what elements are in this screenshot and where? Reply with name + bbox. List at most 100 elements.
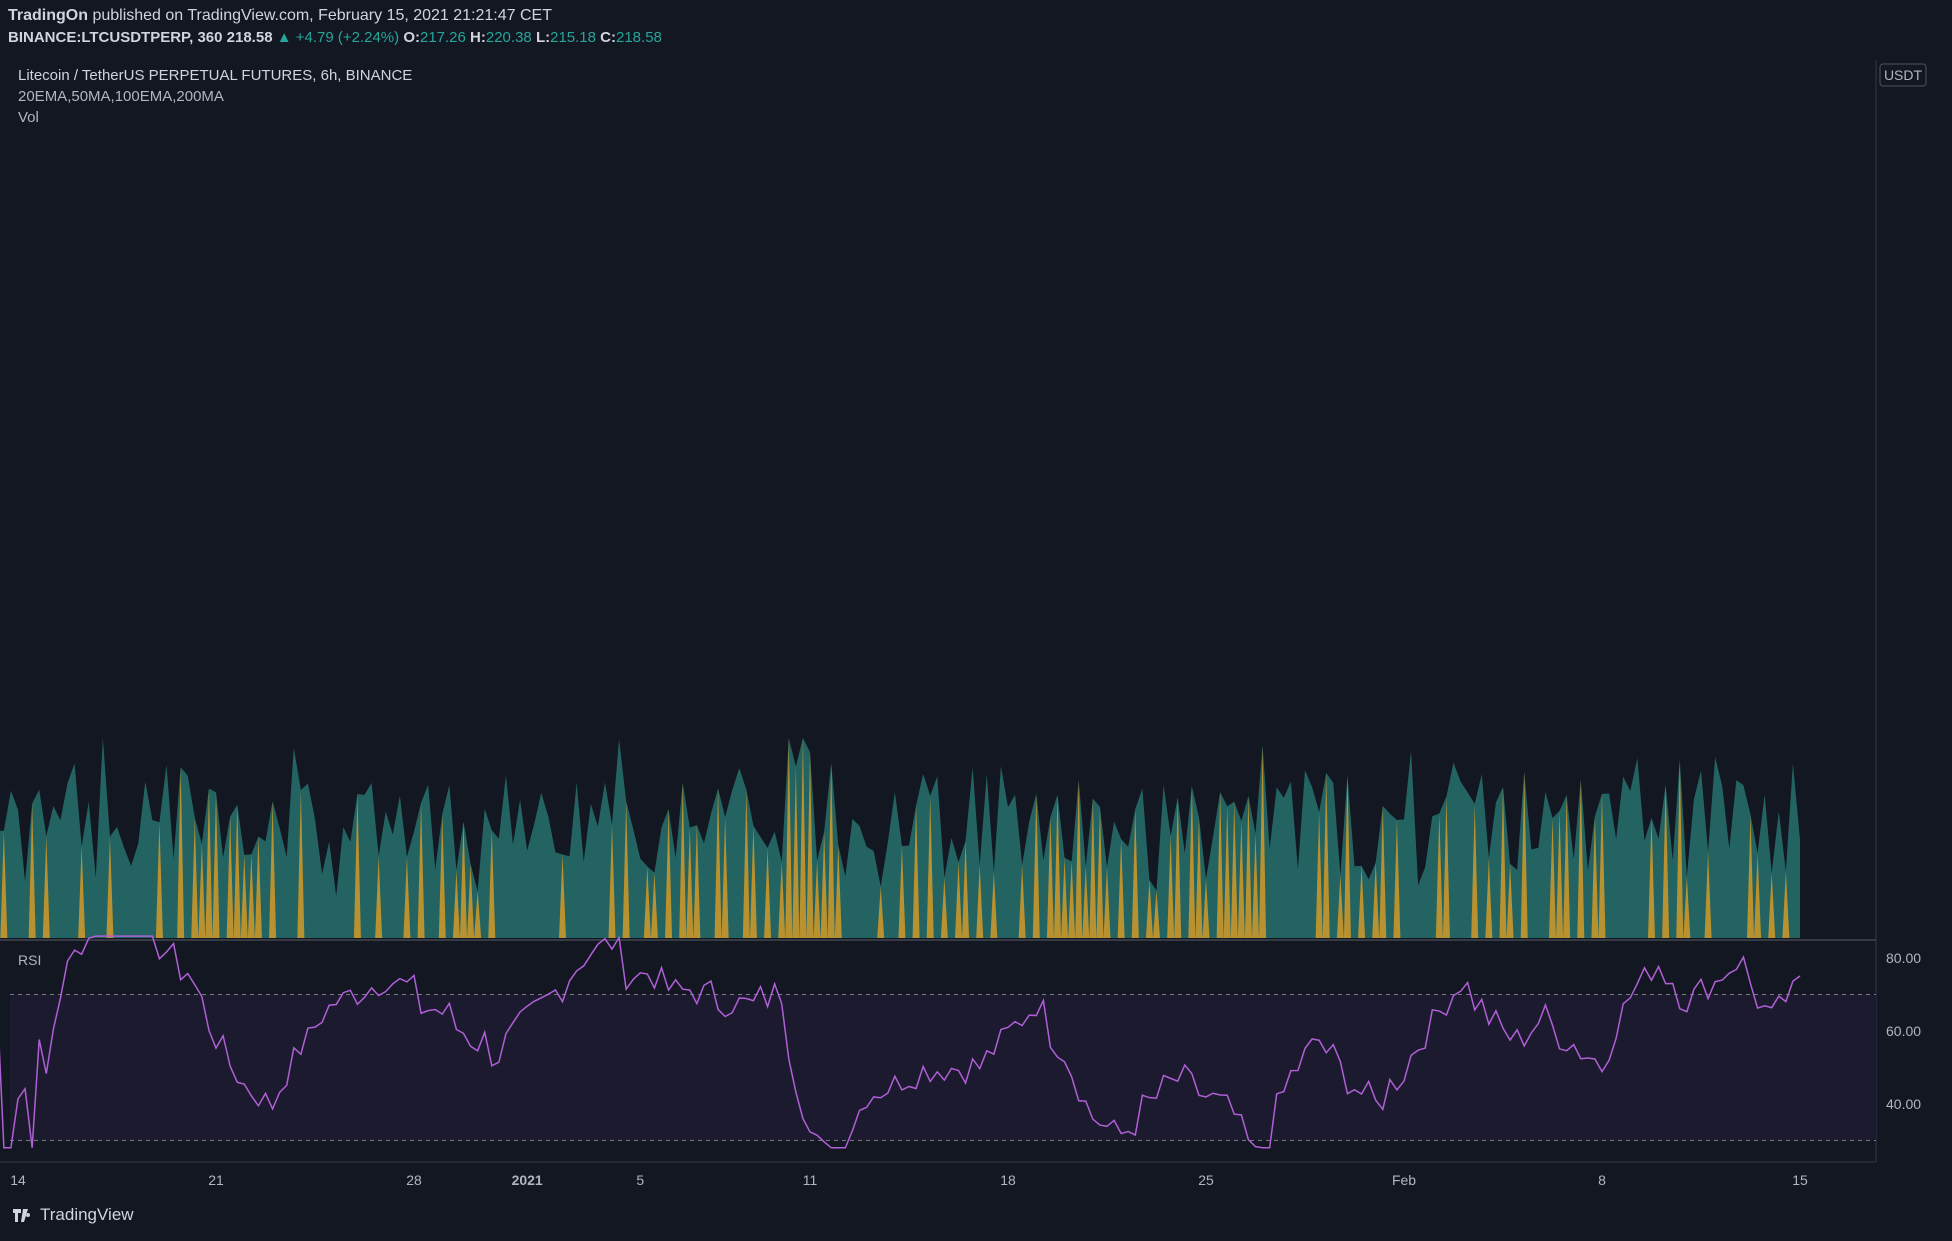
volume-bar <box>1556 810 1564 938</box>
volume-legend[interactable]: Vol <box>18 109 39 126</box>
volume-area <box>0 738 1800 938</box>
volume-bar <box>650 872 658 938</box>
volume-bar <box>474 891 482 938</box>
volume-bar <box>106 836 114 938</box>
volume-bar <box>1174 797 1182 938</box>
volume-bar <box>1018 864 1026 938</box>
rsi-legend[interactable]: RSI <box>18 952 42 968</box>
rsi-pane <box>0 935 1801 1149</box>
volume-bar <box>403 856 411 938</box>
brand-name: TradingView <box>40 1205 134 1224</box>
volume-bar <box>608 824 616 938</box>
time-axis-tick: 21 <box>208 1172 224 1188</box>
price-change: ▲ +4.79 (+2.24%) <box>276 29 400 46</box>
volume-bar <box>1145 879 1153 938</box>
volume-bar <box>1336 874 1344 938</box>
price-axis-bg <box>1876 60 1952 1162</box>
volume-bar <box>559 854 566 938</box>
publish-date: published on TradingView.com, February 1… <box>88 7 552 24</box>
volume-bar <box>254 836 262 938</box>
volume-bar <box>962 840 970 938</box>
volume-bar <box>742 789 750 938</box>
volume-bar <box>205 788 213 938</box>
volume-bar <box>1506 863 1514 938</box>
volume-bar <box>438 813 446 938</box>
rsi-band <box>10 994 1876 1141</box>
volume-bar <box>1223 806 1231 938</box>
volume-bar <box>693 825 701 938</box>
volume-bar <box>467 863 475 938</box>
volume-bar <box>806 752 814 938</box>
time-axis-tick: 15 <box>1792 1172 1808 1188</box>
volume-bar <box>1082 866 1090 938</box>
volume-bar <box>1768 872 1776 938</box>
volume-bar <box>191 817 199 938</box>
volume-bar <box>1153 890 1160 938</box>
price-chart[interactable]: ABCD 240.00200.00180.00170.00160.00148.0… <box>0 0 1952 1198</box>
volume-bar <box>375 856 383 938</box>
volume-bar <box>1103 867 1111 938</box>
volume-bar <box>820 831 828 938</box>
volume-bar <box>78 846 86 938</box>
volume-bar <box>297 790 305 938</box>
currency-label: USDT <box>1884 67 1923 83</box>
volume-bar <box>460 821 467 938</box>
volume-bar <box>1591 816 1599 938</box>
currency-badge <box>1879 63 1927 87</box>
axes: 240.00200.00180.00170.00160.00148.00136.… <box>10 63 1927 1188</box>
volume-bar <box>679 782 687 938</box>
volume-bar <box>240 854 248 938</box>
indicator-legend[interactable]: 20EMA,50MA,100EMA,200MA <box>18 88 224 105</box>
tradingview-brand[interactable]: TradingView <box>12 1205 134 1225</box>
tradingview-logo-icon <box>13 1209 30 1222</box>
volume-bar <box>1188 786 1196 938</box>
publisher-name[interactable]: TradingOn <box>8 7 88 24</box>
volume-bar <box>1202 878 1210 938</box>
volume-bar <box>1096 806 1104 938</box>
time-axis-tick: 18 <box>1000 1172 1016 1188</box>
last-price: 218.58 <box>226 29 273 46</box>
rsi-axis-tick: 40.00 <box>1886 1096 1921 1112</box>
volume-bar <box>1676 759 1684 938</box>
volume-bar <box>1054 794 1061 938</box>
high-label: H: <box>470 29 486 46</box>
time-axis-tick: 14 <box>10 1172 26 1188</box>
volume-bar <box>813 860 821 938</box>
volume-bar <box>42 836 50 938</box>
volume-bar <box>212 792 220 938</box>
volume-bar <box>247 854 255 938</box>
time-axis-tick: 28 <box>406 1172 422 1188</box>
time-axis-tick: 11 <box>803 1172 818 1188</box>
footer <box>0 1198 1952 1241</box>
volume-bar <box>764 847 772 938</box>
time-axis-tick: 8 <box>1598 1172 1606 1188</box>
volume-bar <box>721 817 729 938</box>
volume-bar <box>665 808 673 938</box>
volume-bar <box>1435 813 1443 938</box>
publish-line: TradingOn published on TradingView.com, … <box>8 7 552 25</box>
volume-bar <box>785 738 793 938</box>
volume-bar <box>28 803 36 938</box>
chart-title[interactable]: Litecoin / TetherUS PERPETUAL FUTURES, 6… <box>18 67 413 84</box>
volume-bar <box>1061 857 1069 938</box>
volume-bar <box>1754 853 1762 938</box>
volume-bar <box>1442 796 1450 938</box>
volume-bar <box>912 805 920 938</box>
volume-bar <box>1117 839 1125 938</box>
time-axis-tick: 2021 <box>512 1172 543 1188</box>
volume-bar <box>233 804 241 938</box>
volume-bar <box>1648 818 1655 938</box>
volume-bar <box>1577 779 1585 938</box>
volume-bar <box>198 843 206 938</box>
volume-bar <box>622 801 630 938</box>
volume-bar <box>1485 858 1493 938</box>
volume-bar <box>1237 821 1245 938</box>
rsi-axis-tick: 60.00 <box>1886 1023 1921 1039</box>
volume-bar <box>990 872 998 938</box>
volume-bar <box>898 845 906 938</box>
volume-bar <box>1259 745 1267 938</box>
open-value: 217.26 <box>419 29 466 46</box>
volume-bar <box>940 877 948 938</box>
volume-bar <box>1520 771 1528 938</box>
time-axis-tick: 5 <box>636 1172 644 1188</box>
